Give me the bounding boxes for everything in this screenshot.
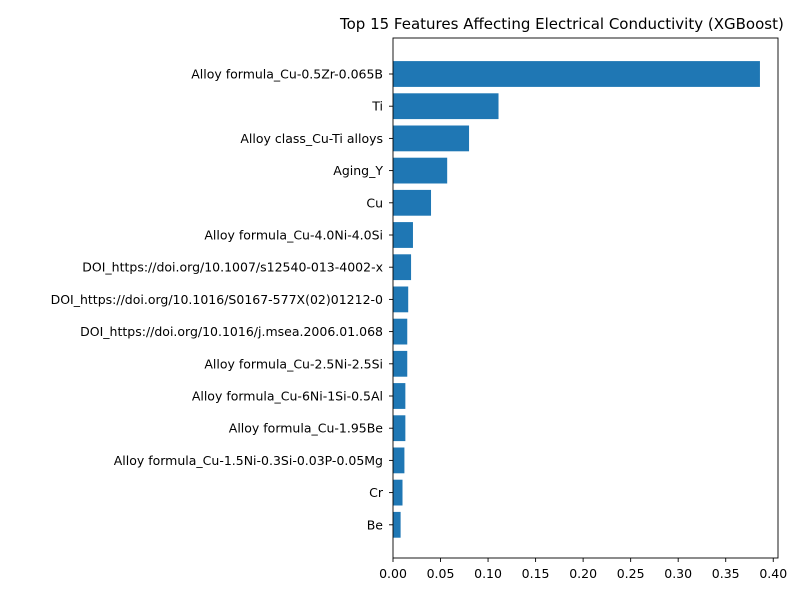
bar <box>393 383 406 409</box>
bar <box>393 254 412 281</box>
bar <box>393 189 432 216</box>
bar <box>393 61 760 87</box>
y-tick-label: Be <box>367 517 384 532</box>
axes-frame <box>392 37 779 559</box>
y-tick-label: Alloy formula_Cu-4.0Ni-4.0Si <box>204 228 383 243</box>
y-tick-label: DOI_https://doi.org/10.1007/s12540-013-4… <box>82 260 383 275</box>
bar <box>393 511 401 538</box>
chart-title: Top 15 Features Affecting Electrical Con… <box>339 15 784 33</box>
bar <box>393 125 470 152</box>
bars-group <box>393 61 760 538</box>
bar <box>393 415 406 442</box>
x-axis-ticks: 0.00 0.05 0.10 0.15 0.20 0.25 0.30 0.35 0.40 <box>379 558 787 581</box>
y-tick-label: Alloy formula_Cu-1.5Ni-0.3Si-0.03P-0.05M… <box>114 453 383 468</box>
bar <box>393 222 413 248</box>
bar <box>393 318 408 345</box>
x-tick-label: 0.40 <box>759 566 787 581</box>
y-tick-label: Aging_Y <box>333 163 383 178</box>
y-tick-label: Cr <box>369 485 384 500</box>
x-tick-label: 0.35 <box>712 566 740 581</box>
y-tick-label: Alloy formula_Cu-2.5Ni-2.5Si <box>204 356 383 371</box>
x-tick-label: 0.20 <box>569 566 597 581</box>
bar <box>393 479 403 506</box>
y-tick-label: Alloy formula_Cu-0.5Zr-0.065B <box>191 67 383 82</box>
x-tick-label: 0.25 <box>617 566 645 581</box>
x-tick-label: 0.00 <box>379 566 407 581</box>
x-tick-label: 0.05 <box>427 566 455 581</box>
bar <box>393 157 448 184</box>
bar <box>393 93 499 120</box>
x-tick-label: 0.10 <box>474 566 502 581</box>
x-tick-label: 0.30 <box>664 566 692 581</box>
y-axis-ticks: Alloy formula_Cu-0.5Zr-0.065B Ti Alloy cla… <box>51 67 393 532</box>
y-tick-label: Alloy formula_Cu-6Ni-1Si-0.5Al <box>192 389 383 404</box>
bar <box>393 350 408 377</box>
y-tick-label: Alloy formula_Cu-1.95Be <box>229 421 384 436</box>
bar <box>393 286 409 313</box>
y-tick-label: DOI_https://doi.org/10.1016/j.msea.2006.… <box>80 324 383 339</box>
bar <box>393 447 405 474</box>
y-tick-label: Cu <box>366 195 383 210</box>
y-tick-label: Ti <box>371 99 383 114</box>
x-tick-label: 0.15 <box>522 566 550 581</box>
y-tick-label: DOI_https://doi.org/10.1016/S0167-577X(0… <box>51 292 383 307</box>
y-tick-label: Alloy class_Cu-Ti alloys <box>240 131 383 146</box>
axes-border <box>392 37 779 559</box>
